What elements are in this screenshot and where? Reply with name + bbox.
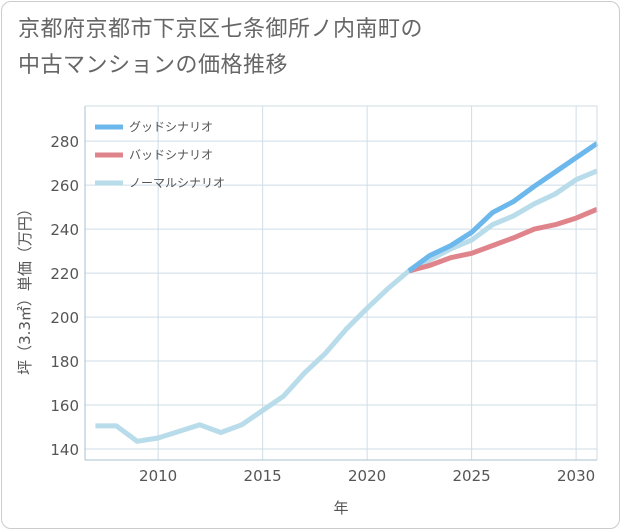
x-tick-label: 2010	[139, 467, 177, 485]
y-tick-label: 180	[50, 353, 79, 371]
legend-label-2: ノーマルシナリオ	[129, 176, 225, 190]
y-axis-title: 坪（3.3㎡）単価（万円）	[16, 201, 34, 375]
axes: 140 160 180 200 220 240 260 280 2010 2015 2020 2025…	[50, 105, 598, 485]
series-lines	[95, 141, 599, 444]
y-tick-label: 140	[50, 441, 79, 459]
y-tick-label: 160	[50, 397, 79, 415]
legend-label-0: グッドシナリオ	[129, 120, 213, 134]
y-tick-label: 200	[50, 309, 79, 327]
x-tick-label: 2030	[557, 467, 595, 485]
y-tick-label: 260	[50, 177, 79, 195]
chart-title: 京都府京都市下京区七条御所ノ内南町の 中古マンションの価格推移	[18, 12, 423, 84]
chart-title-line-2: 中古マンションの価格推移	[18, 53, 289, 78]
x-tick-label: 2020	[348, 467, 386, 485]
y-tick-label: 280	[50, 133, 79, 151]
x-tick-label: 2025	[453, 467, 491, 485]
y-tick-label: 220	[50, 265, 79, 283]
series-line-2	[95, 168, 598, 444]
y-tick-label: 240	[50, 221, 79, 239]
legend-label-1: バッドシナリオ	[129, 148, 213, 162]
x-axis-title: 年	[333, 499, 348, 517]
grid-lines	[85, 106, 597, 460]
series-line-1	[408, 206, 598, 274]
series-line-0	[407, 141, 599, 273]
chart-title-line-1: 京都府京都市下京区七条御所ノ内南町の	[18, 17, 424, 42]
plot-area	[85, 106, 597, 460]
x-tick-label: 2015	[244, 467, 282, 485]
